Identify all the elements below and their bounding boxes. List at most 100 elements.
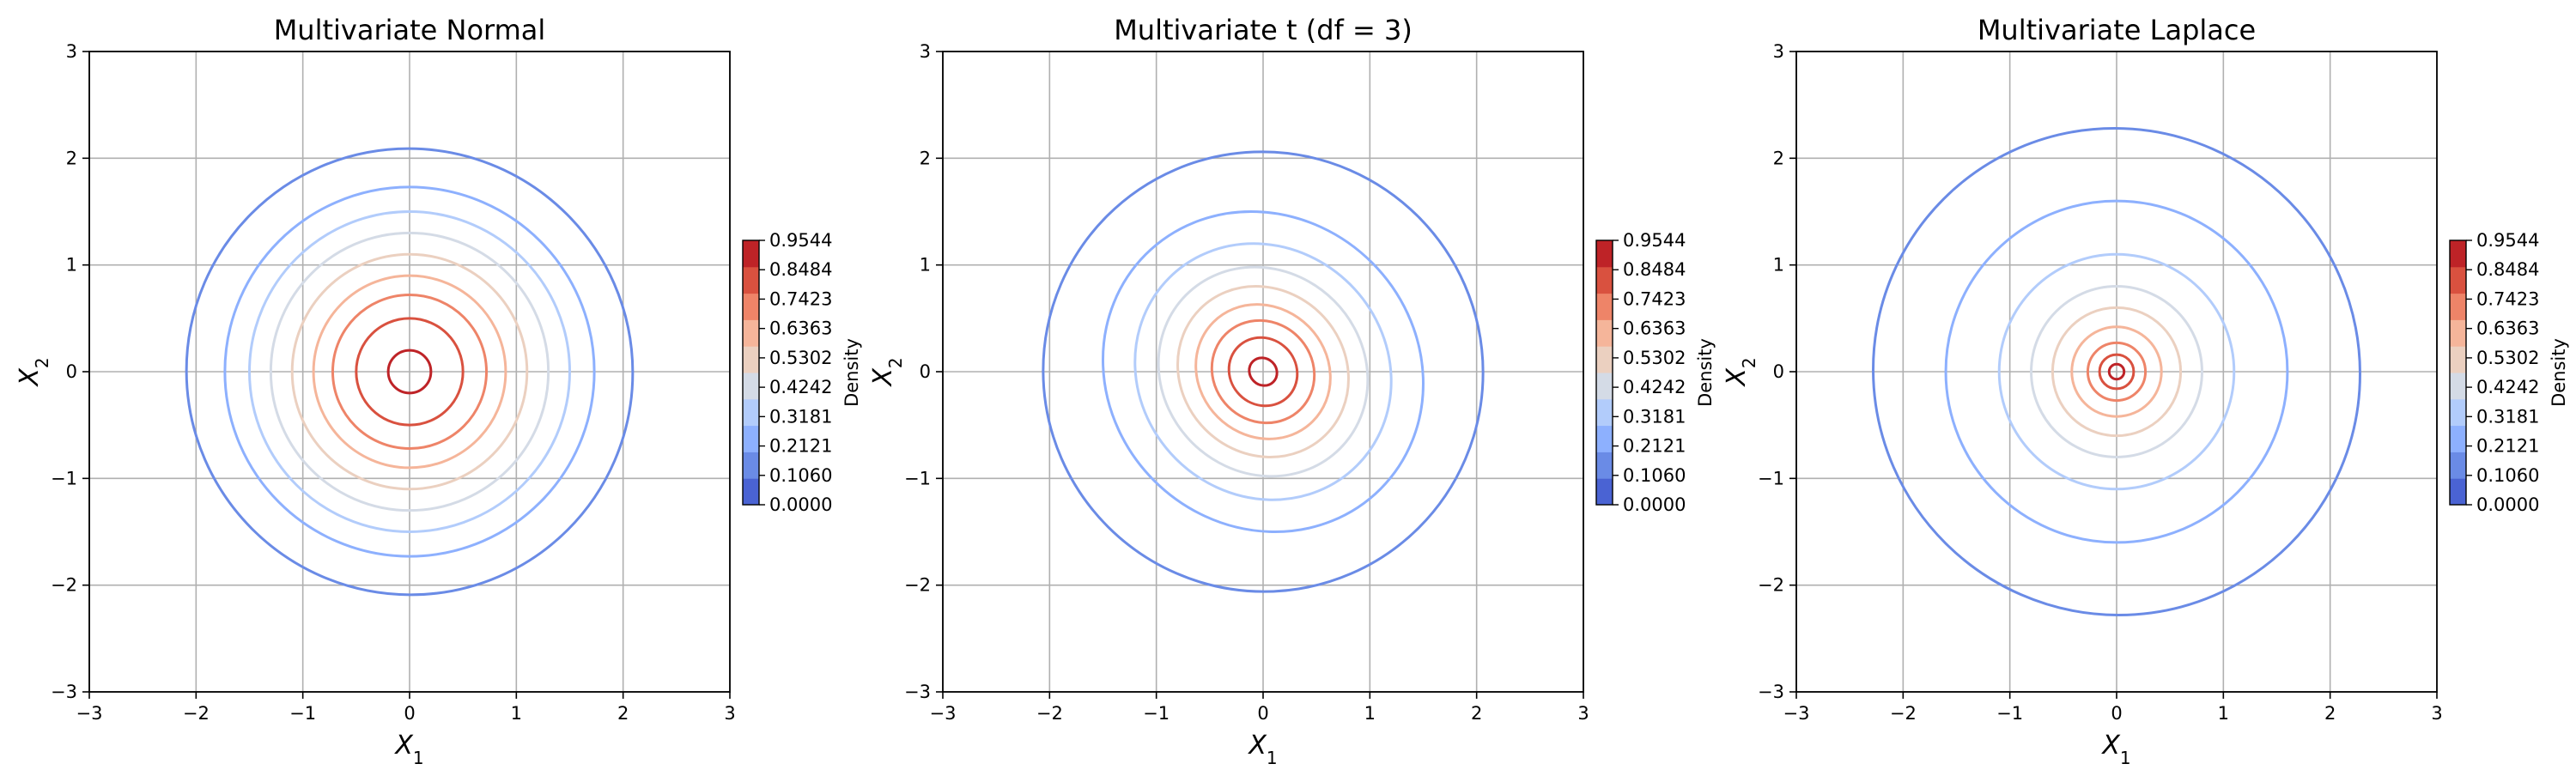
- y-tick-label: −2: [1758, 575, 1784, 596]
- colorbar-segment: [1596, 240, 1613, 268]
- colorbar-tick-label: 0.1060: [769, 465, 832, 486]
- y-tick-label: 0: [1773, 361, 1784, 382]
- y-axis-label: X2: [15, 357, 52, 387]
- colorbar-tick-label: 0.2121: [769, 436, 832, 457]
- colorbar-segment: [1596, 478, 1613, 506]
- contour-level-0.8484: [1227, 336, 1299, 408]
- colorbar-tick-label: 0.8484: [769, 259, 832, 280]
- colorbar-segment: [2450, 425, 2466, 452]
- x-tick-label: −2: [1036, 703, 1063, 724]
- colorbar-label: Density: [2549, 338, 2569, 407]
- y-tick-label: 2: [1773, 148, 1784, 168]
- colorbar-segment: [2450, 240, 2466, 268]
- colorbar-segment: [743, 266, 759, 294]
- contour-level-0.4242: [1157, 265, 1370, 478]
- colorbar-tick-label: 0.5302: [2476, 348, 2539, 368]
- colorbar: 0.0000 0.1060 0.2121 0.3181 0.4242 0.5302 0.63…: [2449, 230, 2569, 515]
- contour-level-0.8484: [2098, 353, 2136, 391]
- colorbar-segment: [2450, 346, 2466, 373]
- colorbar-segment: [2450, 319, 2466, 347]
- colorbar-tick-label: 0.1060: [1623, 465, 1686, 486]
- x-tick-label: 3: [724, 703, 735, 724]
- colorbar-tick-label: 0.9544: [2476, 230, 2539, 251]
- contour-level-0.9544: [386, 349, 433, 395]
- y-tick-label: −3: [904, 682, 931, 702]
- y-tick-label: 3: [1773, 41, 1784, 62]
- x-axis-label-subscript: 1: [2120, 748, 2131, 768]
- x-axis-label-base: X: [2100, 731, 2121, 761]
- colorbar-tick-label: 0.2121: [2476, 436, 2539, 457]
- y-tick-label: 0: [920, 361, 931, 382]
- contour-level-0.106: [1042, 150, 1485, 593]
- colorbar-segment: [1596, 346, 1613, 373]
- colorbar-label: Density: [841, 338, 862, 407]
- subplot-title: Multivariate Normal: [274, 14, 546, 46]
- x-tick-label: 1: [1364, 703, 1376, 724]
- contour-level-0.3181: [1133, 242, 1393, 501]
- contour-level-0.2121: [1944, 199, 2289, 544]
- contour-level-0.9544: [1248, 356, 1279, 387]
- colorbar-segment: [1596, 452, 1613, 479]
- colorbar-frame: [742, 239, 760, 506]
- y-axis-label: X2: [1722, 357, 1759, 387]
- y-axis-label-subscript: 2: [32, 357, 52, 368]
- colorbar-segment: [743, 319, 759, 347]
- x-tick-label: −2: [1890, 703, 1917, 724]
- colorbar-tick-label: 0.8484: [1623, 259, 1686, 280]
- y-tick-label: −3: [51, 682, 77, 702]
- colorbar-segment: [743, 293, 759, 320]
- contour-level-0.4242: [2030, 285, 2203, 458]
- x-axis-label: X1: [1247, 731, 1277, 768]
- colorbar-tick-label: 0.7423: [2476, 288, 2539, 309]
- y-axis-label-base: X: [1722, 367, 1752, 388]
- contour-level-0.5302: [1176, 285, 1350, 458]
- colorbar-frame: [1595, 239, 1613, 506]
- colorbar-frame: [2449, 239, 2467, 506]
- colorbar: 0.0000 0.1060 0.2121 0.3181 0.4242 0.5302 0.63…: [742, 230, 862, 515]
- y-axis-label-subscript: 2: [1739, 357, 1759, 368]
- colorbar-tick-label: 0.4242: [769, 377, 832, 397]
- y-tick-label: 0: [66, 361, 77, 382]
- x-tick-label: 0: [2111, 703, 2122, 724]
- contour-level-0.6363: [312, 274, 507, 470]
- colorbar-segment: [1596, 398, 1613, 427]
- colorbar-segment: [2450, 452, 2466, 479]
- x-axis-label-base: X: [393, 731, 414, 761]
- y-tick-label: 3: [66, 41, 77, 62]
- colorbar-segment: [743, 398, 759, 427]
- contour-level-0.5302: [290, 252, 529, 491]
- contour-level-0.5302: [2050, 306, 2183, 438]
- contour-level-0.2121: [223, 185, 596, 558]
- colorbar-segment: [1596, 266, 1613, 294]
- contour-level-0.8484: [355, 317, 465, 427]
- colorbar-tick-label: 0.7423: [1623, 288, 1686, 309]
- colorbar-segment: [2450, 266, 2466, 294]
- x-axis-label-base: X: [1247, 731, 1267, 761]
- y-tick-label: 2: [66, 148, 77, 168]
- colorbar-tick-label: 0.2121: [1623, 436, 1686, 457]
- colorbar-tick-label: 0.3181: [2476, 406, 2539, 427]
- colorbar: 0.0000 0.1060 0.2121 0.3181 0.4242 0.5302 0.63…: [1595, 230, 1716, 515]
- y-tick-label: 1: [66, 255, 77, 276]
- y-tick-label: 2: [920, 148, 931, 168]
- colorbar-segment: [1596, 293, 1613, 320]
- y-axis-label-subscript: 2: [885, 357, 906, 368]
- x-tick-label: 1: [2218, 703, 2229, 724]
- contour-level-0.3181: [248, 209, 571, 533]
- y-tick-label: −2: [904, 575, 931, 596]
- contour-level-0.6363: [1194, 303, 1332, 440]
- colorbar-tick-label: 0.3181: [1623, 406, 1686, 427]
- x-tick-label: 2: [617, 703, 629, 724]
- x-tick-label: 2: [1471, 703, 1482, 724]
- y-tick-label: 1: [920, 255, 931, 276]
- colorbar-segment: [743, 478, 759, 506]
- colorbar-tick-label: 0.0000: [769, 494, 832, 515]
- colorbar-tick-label: 0.6363: [769, 318, 832, 339]
- contour-level-0.3181: [1997, 252, 2236, 491]
- colorbar-segment: [743, 452, 759, 479]
- x-axis-label: X1: [2100, 731, 2130, 768]
- colorbar-tick-label: 0.7423: [769, 288, 832, 309]
- colorbar-tick-label: 0.5302: [769, 348, 832, 368]
